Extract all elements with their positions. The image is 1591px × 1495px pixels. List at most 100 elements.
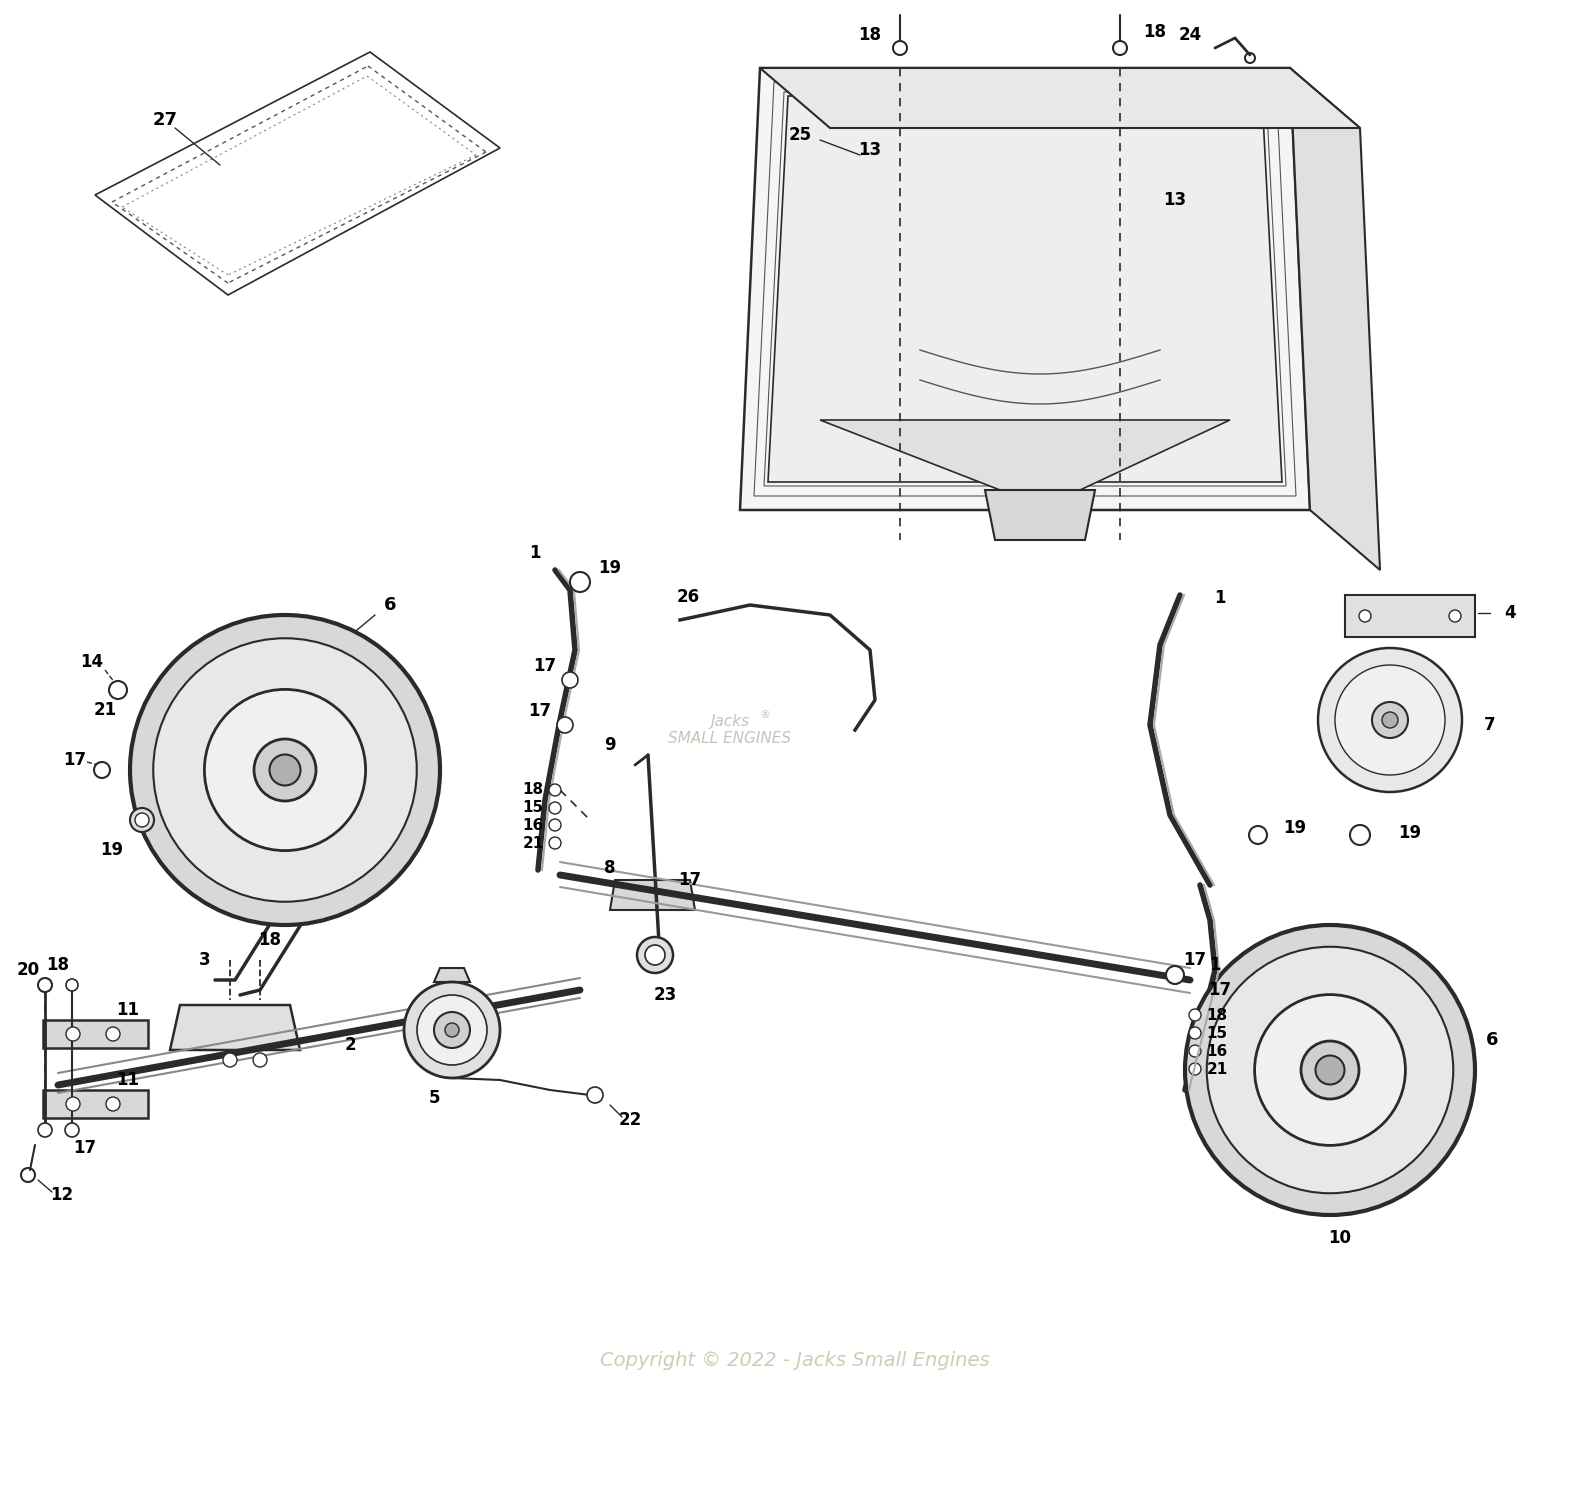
Text: 17: 17 <box>1209 981 1231 999</box>
Text: 1: 1 <box>1214 589 1225 607</box>
Circle shape <box>1371 703 1408 739</box>
Circle shape <box>94 762 110 777</box>
Text: 17: 17 <box>64 750 86 768</box>
Circle shape <box>65 1027 80 1041</box>
Text: 17: 17 <box>73 1139 97 1157</box>
Text: 20: 20 <box>16 961 40 979</box>
Circle shape <box>153 638 417 901</box>
Circle shape <box>549 783 562 795</box>
Text: 17: 17 <box>528 703 552 721</box>
Text: 23: 23 <box>654 987 676 1005</box>
Text: 10: 10 <box>1328 1229 1351 1247</box>
Polygon shape <box>609 881 695 910</box>
Circle shape <box>269 755 301 785</box>
Circle shape <box>204 689 366 851</box>
Circle shape <box>65 979 78 991</box>
Circle shape <box>65 1123 80 1138</box>
Text: 9: 9 <box>605 736 616 753</box>
Circle shape <box>644 945 665 964</box>
Circle shape <box>1188 1045 1201 1057</box>
Circle shape <box>1316 1055 1344 1084</box>
Circle shape <box>135 813 150 827</box>
Circle shape <box>549 801 562 813</box>
Text: 16: 16 <box>1206 1044 1228 1058</box>
Text: 24: 24 <box>1179 25 1201 43</box>
Circle shape <box>1255 994 1405 1145</box>
Circle shape <box>110 682 127 700</box>
Polygon shape <box>95 52 500 295</box>
Text: 13: 13 <box>859 141 881 158</box>
Text: 11: 11 <box>116 1070 140 1088</box>
Text: 11: 11 <box>116 1002 140 1020</box>
Circle shape <box>587 1087 603 1103</box>
Text: ®: ® <box>760 710 772 721</box>
Circle shape <box>1185 925 1475 1215</box>
Text: 6: 6 <box>1486 1032 1499 1049</box>
Circle shape <box>1301 1041 1359 1099</box>
Circle shape <box>636 937 673 973</box>
Circle shape <box>130 614 441 925</box>
Circle shape <box>65 1097 80 1111</box>
Text: 19: 19 <box>100 842 124 860</box>
Polygon shape <box>43 1020 148 1048</box>
Circle shape <box>1351 825 1370 845</box>
Polygon shape <box>768 96 1282 481</box>
Text: 15: 15 <box>1206 1026 1228 1041</box>
Text: 16: 16 <box>522 818 544 833</box>
Text: 2: 2 <box>344 1036 356 1054</box>
Text: 26: 26 <box>676 588 700 605</box>
Text: 18: 18 <box>859 25 881 43</box>
Text: 1: 1 <box>1209 955 1220 975</box>
Polygon shape <box>760 67 1360 129</box>
Polygon shape <box>819 420 1230 490</box>
Circle shape <box>445 1023 458 1038</box>
Text: 6: 6 <box>383 597 396 614</box>
Circle shape <box>1188 1009 1201 1021</box>
Text: 17: 17 <box>533 656 557 676</box>
Circle shape <box>549 837 562 849</box>
Circle shape <box>1449 610 1461 622</box>
Text: 1: 1 <box>530 544 541 562</box>
Text: 18: 18 <box>522 782 544 797</box>
Text: 27: 27 <box>153 111 178 129</box>
Circle shape <box>1166 966 1184 984</box>
Circle shape <box>404 982 500 1078</box>
Text: 19: 19 <box>1284 819 1306 837</box>
Circle shape <box>1206 946 1453 1193</box>
Text: 19: 19 <box>598 559 622 577</box>
Text: 18: 18 <box>46 955 70 975</box>
Text: 5: 5 <box>430 1088 441 1106</box>
Text: Copyright © 2022 - Jacks Small Engines: Copyright © 2022 - Jacks Small Engines <box>600 1350 990 1369</box>
Polygon shape <box>985 490 1095 540</box>
Text: 14: 14 <box>81 653 103 671</box>
Text: Jacks
SMALL ENGINES: Jacks SMALL ENGINES <box>668 713 791 746</box>
Circle shape <box>434 1012 469 1048</box>
Circle shape <box>223 1052 237 1067</box>
Circle shape <box>107 1097 119 1111</box>
Text: 13: 13 <box>1163 191 1187 209</box>
Polygon shape <box>1290 67 1379 570</box>
Polygon shape <box>434 967 469 982</box>
Text: 4: 4 <box>1503 604 1516 622</box>
Circle shape <box>549 819 562 831</box>
Circle shape <box>38 1123 53 1138</box>
Text: 3: 3 <box>199 951 212 969</box>
Circle shape <box>557 718 573 733</box>
Circle shape <box>38 978 53 993</box>
Circle shape <box>253 1052 267 1067</box>
Circle shape <box>893 40 907 55</box>
Circle shape <box>1317 647 1462 792</box>
Circle shape <box>417 996 487 1064</box>
Text: 17: 17 <box>1184 951 1206 969</box>
Text: 18: 18 <box>1144 22 1166 40</box>
Circle shape <box>107 1027 119 1041</box>
Text: 8: 8 <box>605 860 616 878</box>
Text: 18: 18 <box>1206 1008 1228 1023</box>
Text: 12: 12 <box>51 1186 73 1203</box>
Polygon shape <box>1344 595 1475 637</box>
Circle shape <box>255 739 317 801</box>
Circle shape <box>1249 827 1266 845</box>
Text: 7: 7 <box>1484 716 1496 734</box>
Polygon shape <box>740 67 1309 510</box>
Circle shape <box>1335 665 1445 774</box>
